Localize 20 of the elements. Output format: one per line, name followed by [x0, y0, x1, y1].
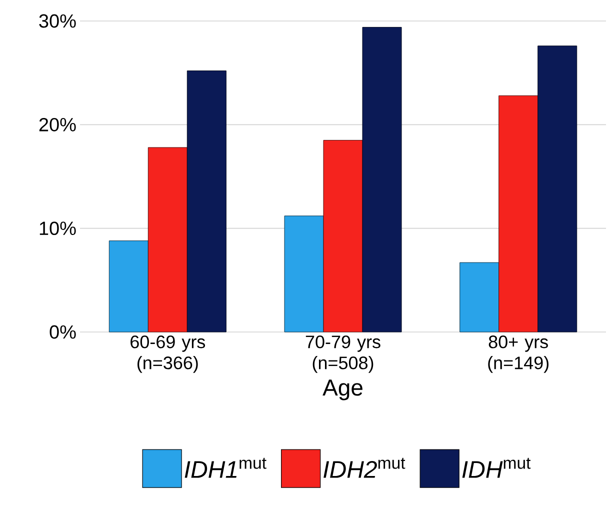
x-tick-label: 70-79 yrs (n=508) [306, 336, 380, 373]
bar [186, 70, 226, 332]
bar [148, 147, 188, 332]
bar [498, 95, 538, 332]
bar [362, 26, 402, 332]
y-tick-label: 30% [39, 14, 76, 28]
legend-label: IDH1$^{mut}$ [184, 458, 266, 478]
bar [323, 140, 363, 332]
x-tick-label: 60-69 yrs (n=366) [130, 336, 206, 373]
y-tick-label: 20% [39, 118, 76, 132]
bar [460, 262, 500, 332]
x-tick-label: 80+ yrs (n=149) [488, 336, 548, 373]
bar [538, 46, 578, 332]
bar [284, 216, 324, 332]
legend-label: IDH2$^{mut}$ [324, 458, 406, 478]
y-tick-label: 10% [40, 222, 76, 236]
x-axis-title: Age [322, 380, 362, 400]
legend-label: IDH$^{mut}$ [462, 458, 531, 478]
bar [108, 240, 148, 332]
y-tick-label: 0% [50, 325, 76, 339]
